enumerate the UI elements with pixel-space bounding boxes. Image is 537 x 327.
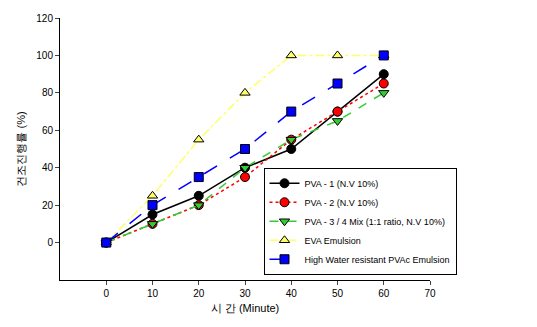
- svg-text:High Water resistant PVAc Emul: High Water resistant PVAc Emulsion: [305, 255, 450, 265]
- svg-text:80: 80: [42, 87, 54, 98]
- svg-text:EVA Emulsion: EVA Emulsion: [305, 236, 361, 246]
- svg-text:70: 70: [424, 288, 436, 299]
- svg-text:60: 60: [42, 125, 54, 136]
- svg-text:120: 120: [36, 13, 53, 24]
- svg-text:0: 0: [103, 288, 109, 299]
- svg-text:50: 50: [332, 288, 344, 299]
- svg-text:0: 0: [47, 237, 53, 248]
- svg-text:건조진행률 (%): 건조진행률 (%): [15, 111, 27, 186]
- svg-text:60: 60: [378, 288, 390, 299]
- svg-text:40: 40: [286, 288, 298, 299]
- svg-text:시 간 (Minute): 시 간 (Minute): [211, 302, 279, 314]
- svg-text:40: 40: [42, 162, 54, 173]
- svg-text:10: 10: [147, 288, 159, 299]
- svg-text:PVA - 3 / 4 Mix (1:1 ratio, N.: PVA - 3 / 4 Mix (1:1 ratio, N.V 10%): [305, 217, 445, 227]
- svg-text:20: 20: [42, 200, 54, 211]
- svg-text:100: 100: [36, 50, 53, 61]
- svg-text:30: 30: [239, 288, 251, 299]
- svg-text:PVA - 2 (N.V 10%): PVA - 2 (N.V 10%): [305, 198, 379, 208]
- svg-text:PVA - 1 (N.V 10%): PVA - 1 (N.V 10%): [305, 179, 379, 189]
- svg-text:20: 20: [193, 288, 205, 299]
